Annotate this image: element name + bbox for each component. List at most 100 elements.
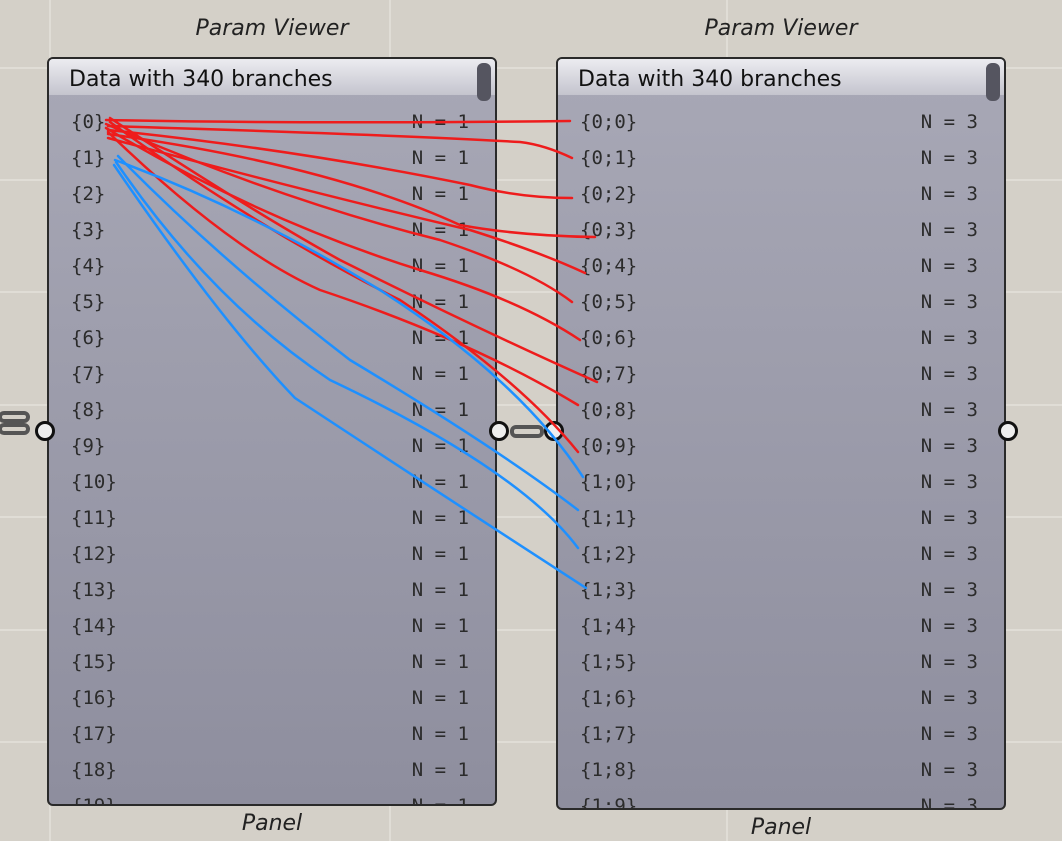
scrollbar [477, 63, 491, 101]
input-port [35, 421, 55, 441]
branch-path: {0;8} [580, 399, 638, 421]
branch-row: {0;8} N = 3 [558, 395, 1004, 431]
branch-path: {19} [71, 795, 117, 806]
panel: Data with 340 branches {0} N = 1 {1} N = 1 {2… [47, 57, 497, 806]
branch-count: N = 1 [411, 651, 469, 673]
branch-row: {8} N = 1 [49, 395, 495, 431]
branch-row: {0;5} N = 3 [558, 287, 1004, 323]
branch-count: N = 3 [920, 327, 978, 349]
header-text: Data with 340 branches [578, 67, 842, 92]
panel-footer: Panel [241, 811, 303, 836]
branch-path: {0} [71, 111, 106, 133]
branch-path: {1;8} [580, 759, 638, 781]
branch-count: N = 3 [920, 795, 978, 810]
branch-path: {13} [71, 579, 117, 601]
branch-path: {1;1} [580, 507, 638, 529]
branch-count: N = 1 [411, 183, 469, 205]
branch-count: N = 3 [920, 507, 978, 529]
branch-row: {0;6} N = 3 [558, 323, 1004, 359]
branch-path: {1;4} [580, 615, 638, 637]
branch-count: N = 3 [920, 435, 978, 457]
branch-count: N = 1 [411, 147, 469, 169]
branch-count: N = 1 [411, 291, 469, 313]
branch-path: {8} [71, 399, 106, 421]
branch-path: {15} [71, 651, 117, 673]
branch-row: {3} N = 1 [49, 215, 495, 251]
branch-path: {1;5} [580, 651, 638, 673]
branch-count: N = 1 [411, 111, 469, 133]
branch-count: N = 1 [411, 255, 469, 277]
branch-row: {0;3} N = 3 [558, 215, 1004, 251]
branch-path: {4} [71, 255, 106, 277]
branch-count: N = 3 [920, 363, 978, 385]
branch-count: N = 1 [411, 471, 469, 493]
branch-count: N = 3 [920, 183, 978, 205]
branch-row: {1;0} N = 3 [558, 467, 1004, 503]
branch-count: N = 1 [411, 723, 469, 745]
branch-row: {1;7} N = 3 [558, 719, 1004, 755]
branch-row: {1;5} N = 3 [558, 647, 1004, 683]
branch-path: {12} [71, 543, 117, 565]
branch-row: {19} N = 1 [49, 791, 495, 806]
branch-row: {1;2} N = 3 [558, 539, 1004, 575]
branch-row: {1;1} N = 3 [558, 503, 1004, 539]
branch-count: N = 1 [411, 759, 469, 781]
branch-path: {0;4} [580, 255, 638, 277]
branch-count: N = 1 [411, 543, 469, 565]
branch-row: {0;1} N = 3 [558, 143, 1004, 179]
branch-row: {1;8} N = 3 [558, 755, 1004, 791]
input-port [544, 421, 564, 441]
panel-header: Data with 340 branches [558, 59, 1004, 101]
branch-path: {0;1} [580, 147, 638, 169]
branch-count: N = 1 [411, 687, 469, 709]
header-text: Data with 340 branches [69, 67, 333, 92]
branch-row: {0} N = 1 [49, 107, 495, 143]
branch-count: N = 1 [411, 507, 469, 529]
branch-path: {18} [71, 759, 117, 781]
branch-path: {17} [71, 723, 117, 745]
branch-path: {11} [71, 507, 117, 529]
panel: Data with 340 branches {0;0} N = 3 {0;1} N =… [556, 57, 1006, 810]
output-port [998, 421, 1018, 441]
branch-count: N = 1 [411, 399, 469, 421]
branch-row: {1;4} N = 3 [558, 611, 1004, 647]
branch-row: {18} N = 1 [49, 755, 495, 791]
branch-path: {14} [71, 615, 117, 637]
branch-path: {6} [71, 327, 106, 349]
branch-path: {1;9} [580, 795, 638, 810]
branch-count: N = 1 [411, 795, 469, 806]
branch-row: {0;7} N = 3 [558, 359, 1004, 395]
branch-count: N = 3 [920, 615, 978, 637]
branch-count: N = 3 [920, 291, 978, 313]
branch-count: N = 3 [920, 471, 978, 493]
branch-path: {0;2} [580, 183, 638, 205]
branch-path: {0;0} [580, 111, 638, 133]
branch-path: {1;3} [580, 579, 638, 601]
panel-title: Param Viewer [704, 16, 858, 41]
branch-path: {3} [71, 219, 106, 241]
branch-row: {7} N = 1 [49, 359, 495, 395]
branch-count: N = 3 [920, 723, 978, 745]
branch-path: {2} [71, 183, 106, 205]
branch-row: {0;4} N = 3 [558, 251, 1004, 287]
branch-path: {1} [71, 147, 106, 169]
branch-count: N = 1 [411, 615, 469, 637]
branch-row: {5} N = 1 [49, 287, 495, 323]
panel-footer: Panel [750, 815, 812, 840]
branch-count: N = 3 [920, 759, 978, 781]
branch-count: N = 3 [920, 111, 978, 133]
branch-count: N = 3 [920, 399, 978, 421]
branch-path: {1;6} [580, 687, 638, 709]
branch-path: {0;6} [580, 327, 638, 349]
branch-path: {9} [71, 435, 106, 457]
branch-row: {6} N = 1 [49, 323, 495, 359]
scrollbar [986, 63, 1000, 101]
branch-count: N = 1 [411, 579, 469, 601]
branch-count: N = 3 [920, 147, 978, 169]
branch-row: {2} N = 1 [49, 179, 495, 215]
branch-count: N = 1 [411, 363, 469, 385]
branch-path: {0;3} [580, 219, 638, 241]
branch-count: N = 3 [920, 255, 978, 277]
branch-row: {10} N = 1 [49, 467, 495, 503]
